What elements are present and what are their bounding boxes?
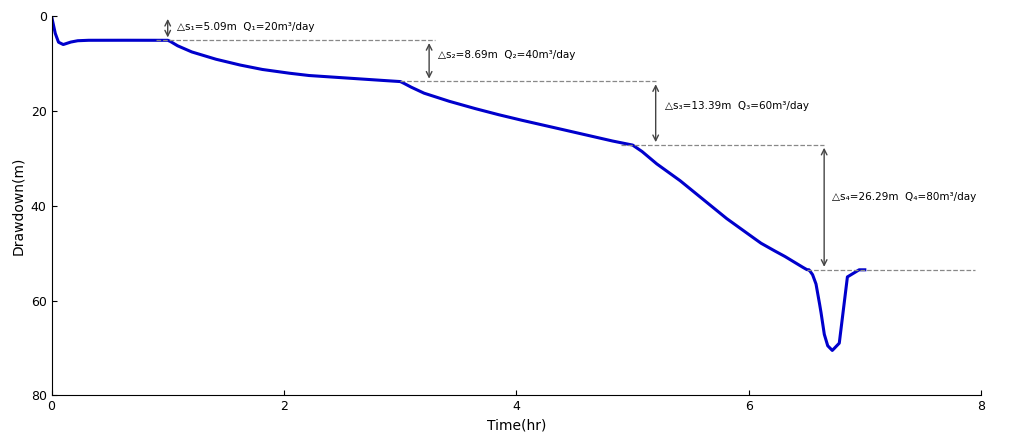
Text: △s₂=8.69m  Q₂=40m³/day: △s₂=8.69m Q₂=40m³/day: [439, 50, 576, 60]
Text: △s₄=26.29m  Q₄=80m³/day: △s₄=26.29m Q₄=80m³/day: [832, 191, 977, 202]
X-axis label: Time(hr): Time(hr): [486, 419, 546, 433]
Text: △s₃=13.39m  Q₃=60m³/day: △s₃=13.39m Q₃=60m³/day: [665, 102, 809, 111]
Y-axis label: Drawdown(m): Drawdown(m): [11, 157, 25, 255]
Text: △s₁=5.09m  Q₁=20m³/day: △s₁=5.09m Q₁=20m³/day: [177, 22, 314, 32]
